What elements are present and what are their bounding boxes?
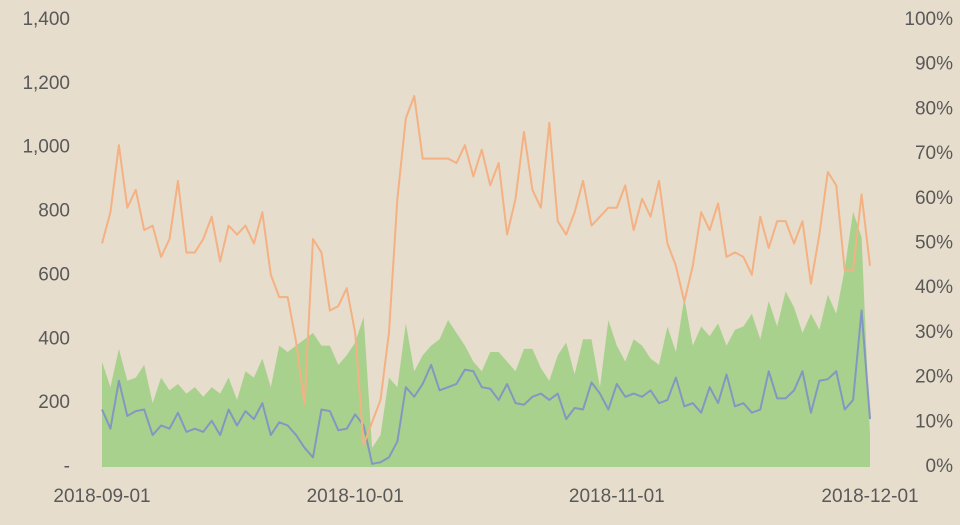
x-tick-label: 2018-12-01: [821, 486, 918, 507]
y2-tick-label: 20%: [915, 367, 953, 388]
y2-tick-label: 0%: [926, 456, 954, 477]
y-tick-label: 600: [38, 264, 70, 285]
y-tick-label: 1,200: [22, 73, 70, 94]
area: [102, 211, 870, 467]
x-tick-label: 2018-10-01: [307, 486, 404, 507]
x-tick-label: 2018-11-01: [569, 486, 665, 507]
y-tick-label: 400: [38, 328, 70, 349]
y2-tick-label: 50%: [915, 233, 953, 254]
line: [101, 94, 871, 446]
y2-tick-label: 60%: [915, 188, 953, 209]
y-tick-label: -: [64, 456, 70, 477]
y2-tick-label: 30%: [915, 322, 953, 343]
y2-tick-label: 100%: [904, 9, 953, 30]
y-tick-label: 1,400: [22, 9, 70, 30]
y2-tick-label: 40%: [915, 277, 953, 298]
x-tick-label: 2018-09-01: [53, 486, 150, 507]
line: [101, 309, 871, 465]
y2-tick-label: 90%: [915, 54, 953, 75]
y2-tick-label: 70%: [915, 143, 953, 164]
y-tick-label: 200: [38, 392, 70, 413]
y-tick-label: 800: [38, 201, 70, 222]
y2-tick-label: 80%: [915, 98, 953, 119]
y-tick-label: 1,000: [22, 137, 70, 158]
y2-tick-label: 10%: [915, 411, 953, 432]
